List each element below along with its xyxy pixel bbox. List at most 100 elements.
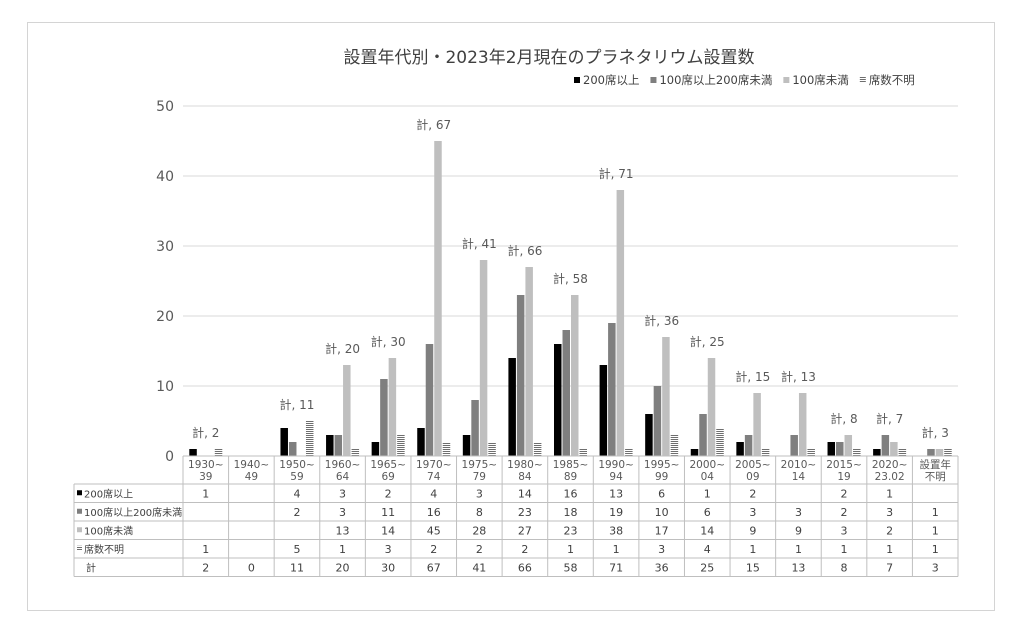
legend-swatch [650, 77, 657, 83]
category-label: 84 [518, 471, 532, 483]
category-label: 1930~ [188, 459, 224, 471]
table-cell: 11 [381, 506, 395, 519]
table-cell: 8 [841, 561, 848, 574]
table-cell: 1 [567, 543, 574, 556]
table-cell: 27 [518, 524, 532, 537]
table-cell: 30 [381, 561, 395, 574]
table-cell: 18 [564, 506, 578, 519]
category-label: 04 [701, 471, 715, 483]
total-label: 計, 2 [192, 425, 219, 440]
table-cell: 36 [655, 561, 669, 574]
bar [214, 449, 223, 456]
bar [881, 435, 890, 456]
legend-swatch [574, 77, 580, 83]
bar [351, 449, 360, 456]
row-header: 計 [86, 561, 96, 574]
row-header: 100席以上200席未満 [84, 506, 182, 519]
bar [616, 190, 625, 456]
total-label: 計, 25 [690, 334, 725, 349]
bar [927, 449, 935, 456]
category-label: 99 [655, 471, 668, 483]
legend-swatch [783, 77, 790, 83]
table-cell: 3 [339, 506, 346, 519]
bar [608, 323, 616, 456]
bar [836, 442, 844, 456]
table-cell: 9 [749, 524, 756, 537]
table-cell: 14 [381, 524, 395, 537]
table-cell: 2 [841, 487, 848, 500]
total-label: 計, 15 [735, 369, 770, 384]
row-key-swatch [77, 508, 82, 514]
bar [716, 428, 724, 456]
category-label: 1985~ [553, 459, 589, 471]
bar [288, 442, 297, 456]
category-label: 23.02 [875, 471, 905, 483]
total-label: 計, 58 [553, 271, 588, 286]
bar [554, 344, 562, 456]
bar [790, 435, 798, 456]
y-tick-label: 50 [156, 99, 174, 115]
table-cell: 1 [202, 543, 209, 556]
bar [516, 295, 525, 456]
row-key-swatch [77, 490, 82, 496]
table-cell: 71 [609, 561, 623, 574]
category-label: 14 [792, 471, 806, 483]
legend-label: 100席未満 [792, 73, 848, 87]
category-label: 不明 [925, 471, 946, 483]
category-label: 39 [199, 471, 212, 483]
table-cell: 20 [336, 561, 350, 574]
bar [562, 330, 570, 456]
bar [343, 365, 351, 456]
bar [280, 428, 288, 456]
bar [599, 365, 608, 456]
row-key-swatch [77, 527, 82, 533]
category-label: 設置年 [919, 458, 951, 471]
table-cell: 1 [795, 543, 802, 556]
category-label: 1950~ [279, 459, 315, 471]
total-label: 計, 36 [644, 313, 679, 328]
bar [488, 442, 496, 456]
category-label: 64 [336, 471, 350, 483]
table-cell: 5 [293, 543, 300, 556]
bar [533, 442, 542, 456]
total-label: 計, 7 [876, 411, 903, 426]
bar [699, 414, 707, 456]
data-table: 1930~391940~491950~591960~641965~691970~… [73, 455, 959, 577]
category-label: 1965~ [370, 459, 406, 471]
table-cell: 4 [704, 543, 711, 556]
bar [189, 449, 197, 456]
total-label: 計, 13 [781, 369, 816, 384]
table-cell: 14 [518, 487, 532, 500]
total-labels: 計, 2 計, 11 計, 20 計, 30 計, 67 計, 41 計, 66 計, 58 計… [192, 117, 949, 440]
bar [653, 386, 662, 456]
bar [798, 393, 807, 456]
table-cell: 41 [472, 561, 486, 574]
y-axis: 0 10 20 30 40 50 [156, 99, 174, 465]
category-label: 69 [381, 471, 394, 483]
y-tick-label: 0 [165, 449, 174, 465]
legend-label: 100席以上200席未満 [659, 73, 772, 87]
bar [508, 358, 516, 456]
category-label: 79 [473, 471, 486, 483]
category-label: 59 [290, 471, 303, 483]
bar [442, 442, 451, 456]
table-cell: 67 [427, 561, 441, 574]
category-label: 89 [564, 471, 577, 483]
table-cell: 14 [700, 524, 714, 537]
bar [417, 428, 425, 456]
bar [736, 442, 744, 456]
table-cell: 1 [932, 524, 939, 537]
table-cell: 2 [476, 543, 483, 556]
table-cell: 3 [749, 506, 756, 519]
table-cell: 28 [472, 524, 486, 537]
table-cell: 66 [518, 561, 532, 574]
table-cell: 6 [658, 487, 665, 500]
legend-label: 200席以上 [583, 73, 639, 87]
bar [525, 267, 533, 456]
legend: 200席以上 100席以上200席未満 100席未満 席数不明 [574, 73, 915, 87]
bar [707, 358, 716, 456]
table-cell: 3 [841, 524, 848, 537]
bar [670, 435, 679, 456]
table-cell: 58 [564, 561, 578, 574]
bar [334, 435, 343, 456]
